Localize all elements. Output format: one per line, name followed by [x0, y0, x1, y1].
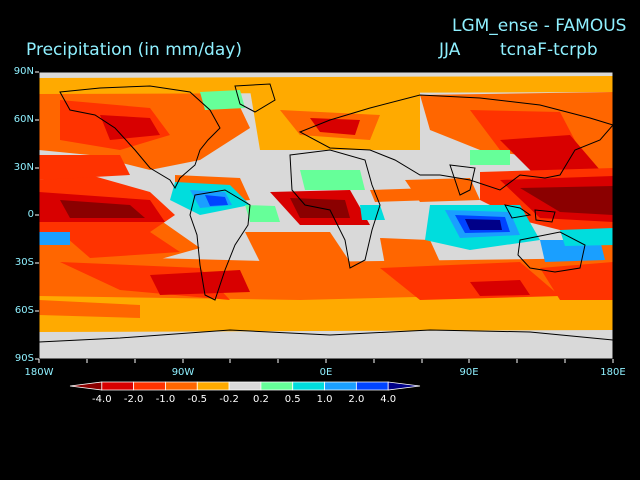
colorbar-swatch	[133, 381, 166, 391]
run-title: LGM_ense - FAMOUS	[452, 16, 627, 36]
colorbar-label: 0.5	[284, 394, 301, 405]
colorbar-label: 1.0	[316, 394, 333, 405]
colorbar-label: 4.0	[380, 394, 397, 405]
colorbar-swatch	[165, 381, 198, 391]
colorbar-swatch	[196, 381, 230, 391]
colorbar-swatch	[260, 381, 294, 391]
colorbar-label: -0.2	[219, 394, 239, 405]
lon-label-0e: 0E	[319, 367, 333, 378]
colorbar-label: 0.2	[252, 394, 269, 405]
coastlines	[38, 83, 614, 343]
axis-ticks	[35, 71, 614, 363]
colorbar-label: -0.5	[187, 394, 208, 405]
lat-label-90n: 90N	[13, 66, 34, 77]
colorbar-label: -2.0	[123, 394, 144, 405]
lat-label-90s: 90S	[14, 353, 34, 364]
season-label: JJA	[439, 40, 461, 60]
variable-title: Precipitation (in mm/day)	[26, 40, 242, 60]
lon-label-90e: 90E	[459, 367, 479, 378]
colorbar-swatch	[228, 381, 262, 391]
colorbar-swatch	[355, 381, 389, 391]
lon-label-180e: 180E	[600, 367, 626, 378]
colorbar-label: -4.0	[92, 394, 112, 405]
colorbar-label: 2.0	[348, 394, 365, 405]
anomaly-fill-regions	[39, 76, 613, 332]
lat-label-0: 0	[27, 209, 34, 220]
lon-label-180w: 180W	[24, 367, 54, 378]
lat-label-60n: 60N	[13, 114, 34, 125]
experiment-label: tcnaF-tcrpb	[500, 40, 598, 60]
colorbar-swatch	[387, 381, 421, 391]
lon-label-90w: 90W	[171, 367, 195, 378]
lat-label-60s: 60S	[14, 305, 34, 316]
colorbar-swatch	[101, 381, 135, 391]
colorbar-swatch	[324, 381, 357, 391]
colorbar-swatch	[69, 381, 103, 391]
colorbar-label: -1.0	[155, 394, 176, 405]
lat-label-30s: 30S	[14, 257, 34, 268]
colorbar-swatch	[292, 381, 325, 391]
lat-label-30n: 30N	[13, 162, 34, 173]
